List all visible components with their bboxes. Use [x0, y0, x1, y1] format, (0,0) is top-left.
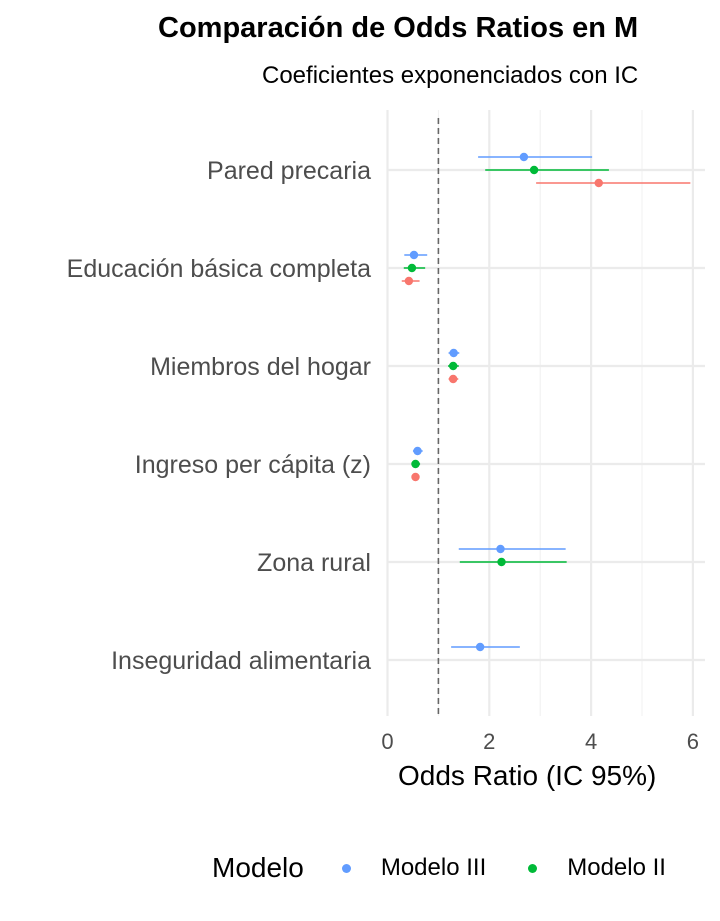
series-2-ingreso-per-capita-z-point	[411, 459, 420, 469]
chart-marks	[401, 152, 691, 652]
series-2-educacion-basica-completa-point	[407, 263, 417, 273]
y-label-zona-rural: Zona rural	[257, 549, 371, 577]
series-1-educacion-basica-completa-point	[409, 250, 419, 260]
legend-item-modelo-ii: Modelo II	[528, 854, 666, 882]
y-label-ingreso-per-capita-z: Ingreso per cápita (z)	[135, 451, 371, 479]
y-label-educacion-basica-completa: Educación básica completa	[67, 255, 371, 283]
series-1-zona-rural-point	[496, 544, 505, 554]
series-1-pared-precaria-point	[519, 152, 529, 162]
legend: Modelo Modelo III Modelo II	[212, 850, 708, 886]
series-1-miembros-del-hogar-point	[449, 348, 458, 358]
legend-label-modelo-ii: Modelo II	[567, 854, 666, 881]
y-axis-labels: Pared precaria Educación básica completa M…	[67, 157, 371, 675]
series-2-zona-rural-point	[497, 557, 506, 567]
chart-subtitle: Coeficientes exponenciados con IC	[262, 62, 639, 89]
x-tick-label-0: 0	[381, 729, 393, 754]
legend-item-modelo-iii: Modelo III	[341, 854, 487, 882]
x-tick-label-2: 2	[483, 729, 495, 754]
grid-lines	[386, 110, 705, 716]
legend-key-modelo-ii	[528, 863, 538, 873]
y-label-inseguridad-alimentaria: Inseguridad alimentaria	[111, 647, 371, 675]
series-2-miembros-del-hogar-point	[448, 361, 458, 371]
legend-key-modelo-iii	[341, 863, 351, 873]
series-3-miembros-del-hogar-point	[448, 374, 458, 384]
x-tick-label-6: 6	[687, 729, 699, 754]
x-axis-label: Odds Ratio (IC 95%)	[398, 760, 657, 791]
series-3-pared-precaria-point	[594, 178, 603, 188]
series-3-educacion-basica-completa-point	[404, 276, 414, 286]
x-tick-label-4: 4	[585, 729, 597, 754]
series-2-pared-precaria-point	[529, 165, 539, 175]
series-1-inseguridad-alimentaria-point	[475, 642, 485, 652]
y-label-miembros-del-hogar: Miembros del hogar	[150, 353, 371, 381]
y-label-pared-precaria: Pared precaria	[207, 157, 371, 185]
x-axis-tick-labels: 0 2 4 6	[381, 729, 699, 754]
series-1-ingreso-per-capita-z-point	[413, 446, 422, 456]
legend-title: Modelo	[212, 852, 304, 883]
chart-title: Comparación de Odds Ratios en M	[158, 12, 639, 44]
legend-label-modelo-iii: Modelo III	[380, 854, 487, 881]
series-3-ingreso-per-capita-z-point	[411, 472, 420, 482]
